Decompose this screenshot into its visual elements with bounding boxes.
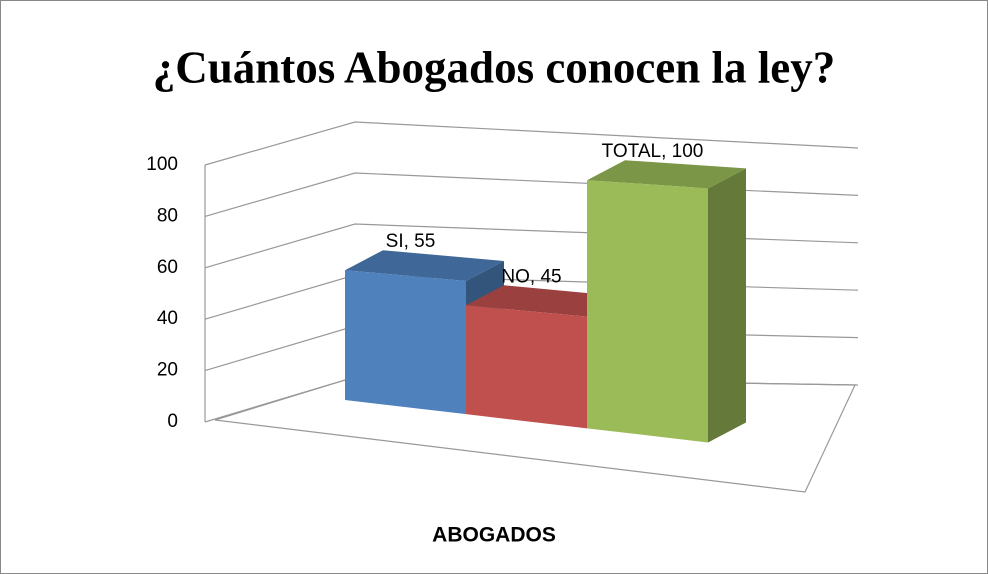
bar bbox=[345, 270, 466, 415]
bar-top bbox=[345, 250, 504, 282]
bar-top bbox=[587, 160, 746, 189]
y-tick-label: 0 bbox=[167, 411, 178, 432]
x-tick-label: ABOGADOS bbox=[432, 524, 556, 547]
y-tick-label: 20 bbox=[157, 360, 178, 381]
bar-side bbox=[708, 168, 746, 443]
grid-line bbox=[204, 121, 859, 166]
bar bbox=[587, 180, 708, 443]
y-tick-label: 40 bbox=[157, 308, 178, 329]
bar-top bbox=[466, 285, 625, 317]
data-label: NO, 45 bbox=[501, 266, 561, 287]
y-tick-label: 80 bbox=[157, 205, 178, 226]
bar bbox=[466, 305, 587, 429]
data-label: SI, 55 bbox=[386, 231, 436, 252]
chart-title: ¿Cuántos Abogados conocen la ley? bbox=[153, 42, 836, 92]
y-tick-label: 100 bbox=[146, 154, 178, 175]
data-label: TOTAL, 100 bbox=[602, 141, 704, 162]
y-tick-label: 60 bbox=[157, 257, 178, 278]
